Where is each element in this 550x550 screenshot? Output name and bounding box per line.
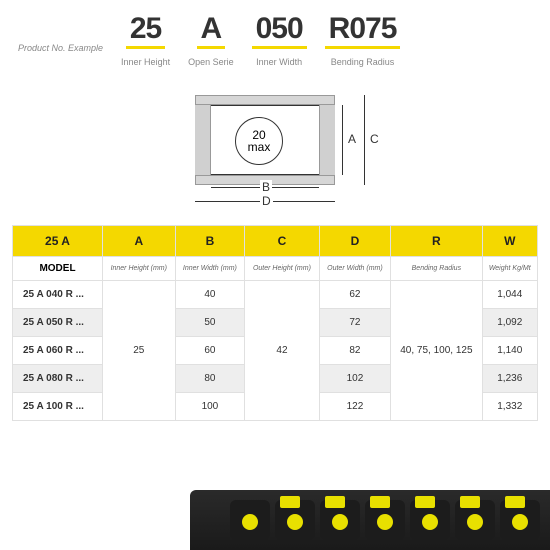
model-header: MODEL: [13, 257, 103, 281]
spec-table: 25 A A B C D R W MODEL Inner Height (mm)…: [0, 225, 550, 421]
diagram-circle: 20 max: [235, 117, 283, 165]
dim-label-c: C: [370, 132, 379, 146]
cross-section-diagram: 20 max A C B D: [0, 75, 550, 225]
header-item-inner-width: 050 Inner Width: [252, 12, 307, 67]
header-item-inner-height: 25 Inner Height: [121, 12, 170, 67]
header-item-open-serie: A Open Serie: [188, 12, 234, 67]
table-row: 25 A 040 R ... 25 40 42 62 40, 75, 100, …: [13, 281, 538, 309]
dim-label-b: B: [260, 180, 272, 194]
product-photo: [190, 475, 550, 550]
dim-label-d: D: [260, 194, 273, 208]
product-number-header: Product No. Example 25 Inner Height A Op…: [0, 0, 550, 75]
header-label: Product No. Example: [18, 43, 103, 67]
dim-label-a: A: [348, 132, 356, 146]
table-title: 25 A: [13, 226, 103, 257]
table-header-row: 25 A A B C D R W: [13, 226, 538, 257]
table-subheader-row: MODEL Inner Height (mm) Inner Width (mm)…: [13, 257, 538, 281]
header-item-bending-radius: R075 Bending Radius: [325, 12, 401, 67]
